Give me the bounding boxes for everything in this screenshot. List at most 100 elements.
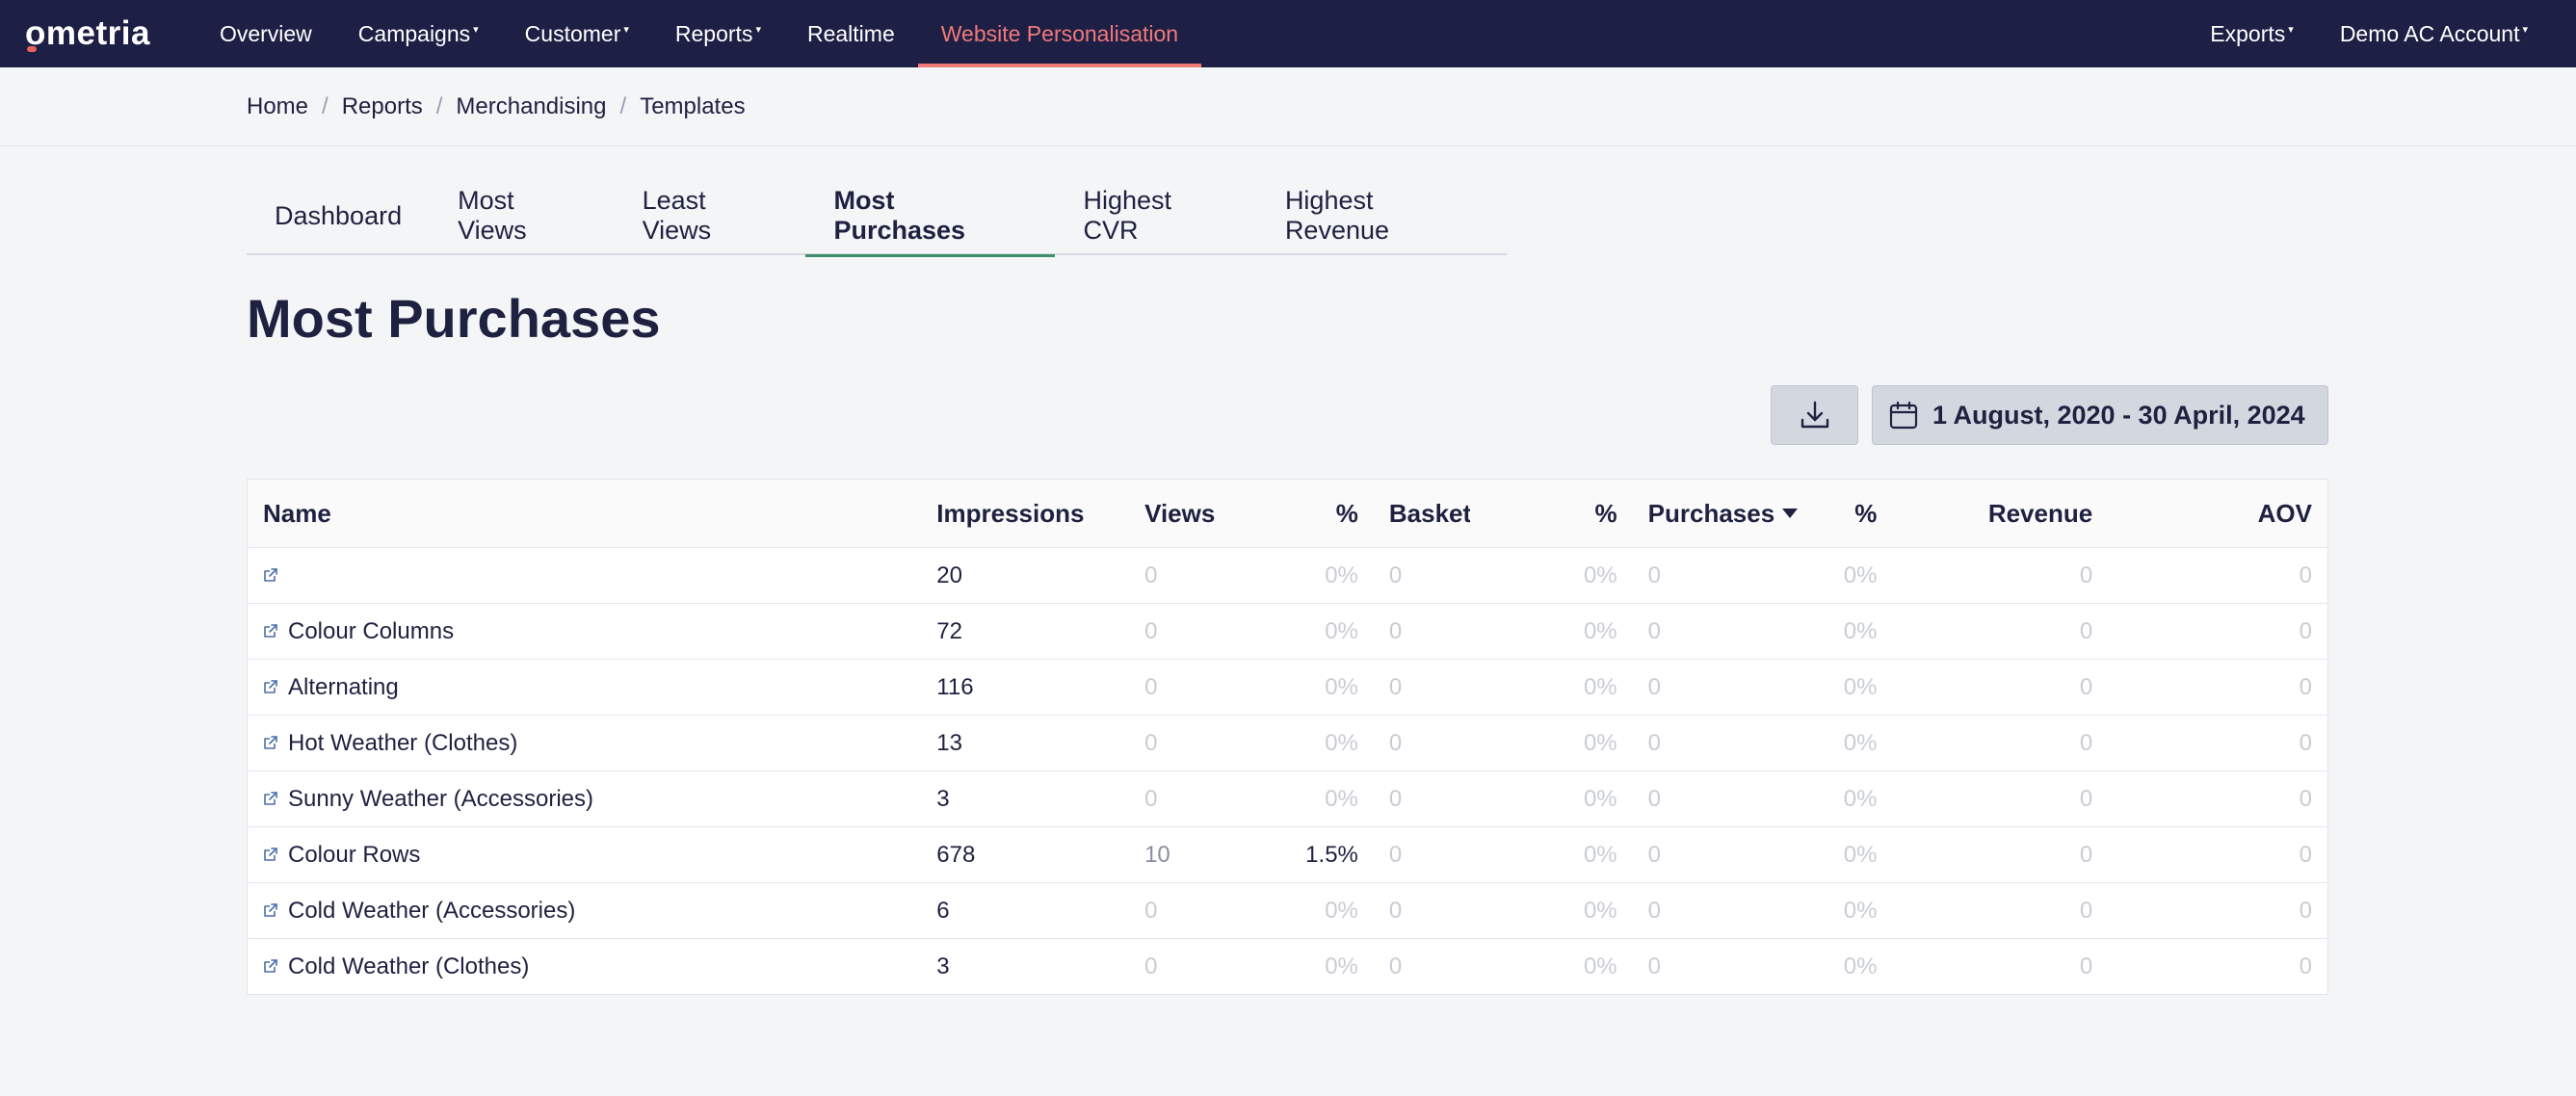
external-link-icon[interactable] — [263, 898, 278, 925]
cell-revenue: 0 — [2079, 785, 2093, 812]
cell-basket-pct: 0% — [1583, 617, 1617, 644]
cell-views: 0 — [1144, 617, 1158, 644]
template-name-link[interactable]: Cold Weather (Clothes) — [288, 952, 530, 979]
caret-down-icon: ▾ — [2288, 23, 2294, 36]
external-link-icon[interactable] — [263, 562, 278, 589]
cell-views-pct: 1.5% — [1305, 841, 1358, 868]
caret-down-icon: ▾ — [2522, 23, 2528, 36]
cell-purchases: 0 — [1647, 785, 1661, 812]
nav-item-realtime[interactable]: Realtime — [784, 0, 918, 67]
template-name-link[interactable]: Colour Columns — [288, 617, 455, 644]
nav-item-website-personalisation[interactable]: Website Personalisation — [917, 0, 1202, 67]
cell-aov: 0 — [2299, 952, 2312, 979]
cell-views: 0 — [1144, 897, 1158, 924]
download-icon — [1801, 401, 1828, 429]
cell-revenue: 0 — [2079, 673, 2093, 700]
cell-views: 0 — [1144, 952, 1158, 979]
template-name-link[interactable]: Cold Weather (Accessories) — [288, 897, 576, 924]
col-header-purchases-pct[interactable]: % — [1854, 498, 1878, 528]
logo-accent — [27, 46, 37, 52]
cell-impressions: 3 — [936, 952, 950, 979]
table-row: Cold Weather (Clothes) 3 0 0% 0 0% 0 0% 0 0 — [248, 938, 2327, 994]
nav-item-overview[interactable]: Overview — [197, 0, 335, 67]
nav-item-reports[interactable]: Reports ▾ — [652, 0, 784, 67]
cell-impressions: 678 — [936, 841, 976, 868]
col-header-aov[interactable]: AOV — [2257, 498, 2312, 528]
cell-purchases: 0 — [1647, 673, 1661, 700]
cell-impressions: 13 — [936, 729, 962, 756]
calendar-icon — [1889, 401, 1918, 430]
col-header-name[interactable]: Name — [263, 498, 331, 528]
template-name-link[interactable]: Sunny Weather (Accessories) — [288, 785, 594, 812]
col-header-impressions[interactable]: Impressions — [936, 498, 1085, 528]
table-row: Colour Columns 72 0 0% 0 0% 0 0% 0 0 — [248, 603, 2327, 659]
cell-purchases: 0 — [1647, 841, 1661, 868]
template-name-link[interactable]: Hot Weather (Clothes) — [288, 729, 518, 756]
nav-left-group: Overview Campaigns ▾ Customer ▾ Reports ▾ Realt… — [197, 0, 1202, 67]
caret-down-icon: ▾ — [623, 23, 629, 36]
breadcrumb-item-home[interactable]: Home — [247, 92, 309, 119]
download-button[interactable] — [1771, 385, 1858, 445]
cell-basket: 0 — [1388, 841, 1403, 868]
tab-most-views[interactable]: Most Views — [458, 186, 527, 245]
nav-item-exports[interactable]: Exports ▾ — [2187, 0, 2317, 67]
cell-purchases: 0 — [1647, 729, 1661, 756]
date-range-picker[interactable]: 1 August, 2020 - 30 April, 2024 — [1872, 385, 2328, 445]
tab-highest-revenue[interactable]: Highest Revenue — [1284, 186, 1390, 245]
breadcrumb-item-templates: Templates — [640, 92, 746, 119]
external-link-icon[interactable] — [263, 674, 278, 701]
col-header-views[interactable]: Views — [1144, 498, 1216, 528]
col-header-basket[interactable]: Basket — [1388, 498, 1470, 528]
table-row: 20 0 0% 0 0% 0 0% 0 0 — [248, 547, 2327, 603]
cell-basket: 0 — [1388, 617, 1403, 644]
tab-dashboard[interactable]: Dashboard — [275, 200, 403, 230]
tab-most-purchases[interactable]: Most Purchases — [805, 176, 1056, 257]
ometria-logo[interactable]: ometria — [25, 0, 150, 67]
col-header-revenue[interactable]: Revenue — [1987, 498, 2093, 528]
nav-item-demo-ac-account[interactable]: Demo AC Account ▾ — [2317, 0, 2551, 67]
cell-views-pct: 0% — [1325, 729, 1358, 756]
cell-basket: 0 — [1388, 561, 1403, 588]
cell-views: 0 — [1144, 729, 1158, 756]
tab-least-views[interactable]: Least Views — [642, 186, 712, 245]
nav-item-customer[interactable]: Customer ▾ — [502, 0, 652, 67]
row-name-cell: Sunny Weather (Accessories) — [248, 786, 921, 813]
row-name-cell: Cold Weather (Accessories) — [248, 898, 921, 925]
nav-item-campaigns[interactable]: Campaigns ▾ — [335, 0, 502, 67]
col-header-purchases[interactable]: Purchases — [1633, 499, 1826, 529]
table-header: Name Impressions Views % Basket % Purcha… — [248, 480, 2327, 547]
row-name-cell: Alternating — [248, 674, 921, 701]
col-header-views-pct[interactable]: % — [1335, 498, 1358, 528]
cell-impressions: 72 — [936, 617, 962, 644]
external-link-icon[interactable] — [263, 618, 278, 645]
nav-item-label: Reports — [674, 20, 753, 46]
cell-purchases-pct: 0% — [1843, 561, 1878, 588]
cell-purchases: 0 — [1647, 897, 1661, 924]
cell-revenue: 0 — [2079, 561, 2093, 588]
table-row: Sunny Weather (Accessories) 3 0 0% 0 0% 0 0% 0 0 — [248, 770, 2327, 826]
cell-impressions: 20 — [936, 561, 962, 588]
external-link-icon[interactable] — [263, 786, 278, 813]
external-link-icon[interactable] — [263, 842, 278, 869]
report-tabs: Dashboard Most Views Least Views Most Purch… — [247, 176, 1507, 257]
col-header-basket-pct[interactable]: % — [1594, 498, 1617, 528]
tab-highest-cvr[interactable]: Highest CVR — [1083, 186, 1171, 245]
breadcrumb-item-merchandising[interactable]: Merchandising — [456, 92, 607, 119]
external-link-icon[interactable] — [263, 953, 278, 980]
cell-basket-pct: 0% — [1583, 785, 1617, 812]
cell-impressions: 6 — [936, 897, 950, 924]
template-name-link[interactable]: Alternating — [288, 673, 399, 700]
cell-purchases-pct: 0% — [1843, 841, 1878, 868]
template-name-link[interactable]: Colour Rows — [288, 841, 421, 868]
cell-revenue: 0 — [2079, 841, 2093, 868]
external-link-icon[interactable] — [263, 730, 278, 757]
cell-revenue: 0 — [2079, 952, 2093, 979]
breadcrumb-item-reports[interactable]: Reports — [341, 92, 423, 119]
cell-aov: 0 — [2299, 729, 2312, 756]
cell-aov: 0 — [2299, 617, 2312, 644]
caret-down-icon: ▾ — [473, 23, 479, 36]
cell-aov: 0 — [2299, 841, 2312, 868]
cell-views: 0 — [1144, 673, 1158, 700]
nav-item-label: Exports — [2210, 20, 2286, 46]
nav-item-label: Customer — [524, 20, 621, 46]
